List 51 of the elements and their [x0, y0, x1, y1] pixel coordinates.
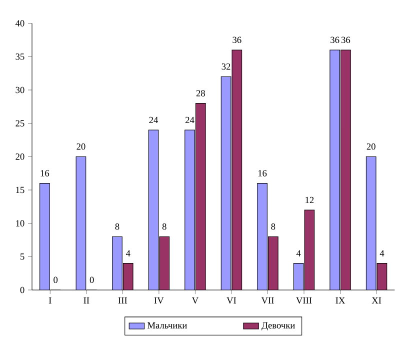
data-label: 32 [222, 63, 230, 70]
bar [40, 183, 50, 290]
bar [148, 130, 158, 290]
y-tick-label: 10 [16, 220, 24, 226]
x-tick-label: VII [261, 297, 274, 304]
data-label: 4 [296, 250, 301, 256]
x-tick-label: IX [336, 297, 346, 304]
data-label: 28 [196, 90, 205, 96]
x-tick-label: VI [226, 297, 236, 304]
y-tick-label: 20 [16, 154, 24, 160]
y-tick-label: 0 [20, 286, 24, 294]
data-label: 20 [76, 143, 86, 150]
bar [366, 156, 376, 290]
data-label: 16 [40, 170, 50, 176]
data-label: 0 [54, 276, 58, 284]
bar [221, 76, 231, 290]
data-label: 24 [149, 116, 158, 124]
bar [76, 156, 86, 290]
data-label: 36 [232, 36, 242, 44]
data-label: 36 [330, 36, 340, 44]
bar [112, 236, 122, 290]
y-tick-label: 35 [16, 54, 24, 60]
data-label: 16 [258, 170, 267, 176]
bar [294, 263, 304, 290]
x-tick-label: II [84, 297, 90, 304]
legend-label: Девочки [262, 322, 295, 330]
legend-label: Мальчики [148, 322, 187, 328]
x-tick-label: IV [154, 297, 164, 304]
y-tick-label: 5 [20, 254, 24, 260]
x-tick-label: VIII [296, 297, 312, 304]
x-tick-label: I [48, 297, 52, 304]
data-label: 8 [115, 223, 120, 230]
x-tick-label: V [192, 297, 198, 304]
data-label: 36 [341, 36, 350, 44]
data-label: 4 [380, 250, 384, 256]
data-label: 8 [271, 223, 276, 230]
y-tick-label: 25 [16, 120, 24, 126]
data-label: 24 [186, 116, 194, 124]
bar [330, 50, 340, 290]
y-tick-label: 30 [16, 86, 24, 94]
y-tick-label: 40 [15, 20, 24, 26]
data-label: 20 [366, 143, 376, 150]
data-label: 4 [126, 250, 130, 256]
data-label: 0 [90, 276, 94, 284]
x-tick-label: XI [372, 297, 382, 304]
bar [184, 130, 195, 290]
bar [257, 183, 268, 290]
y-tick-label: 15 [16, 186, 24, 194]
data-label: 8 [162, 223, 166, 230]
data-label: 12 [306, 196, 314, 204]
x-tick-label: III [118, 297, 128, 304]
